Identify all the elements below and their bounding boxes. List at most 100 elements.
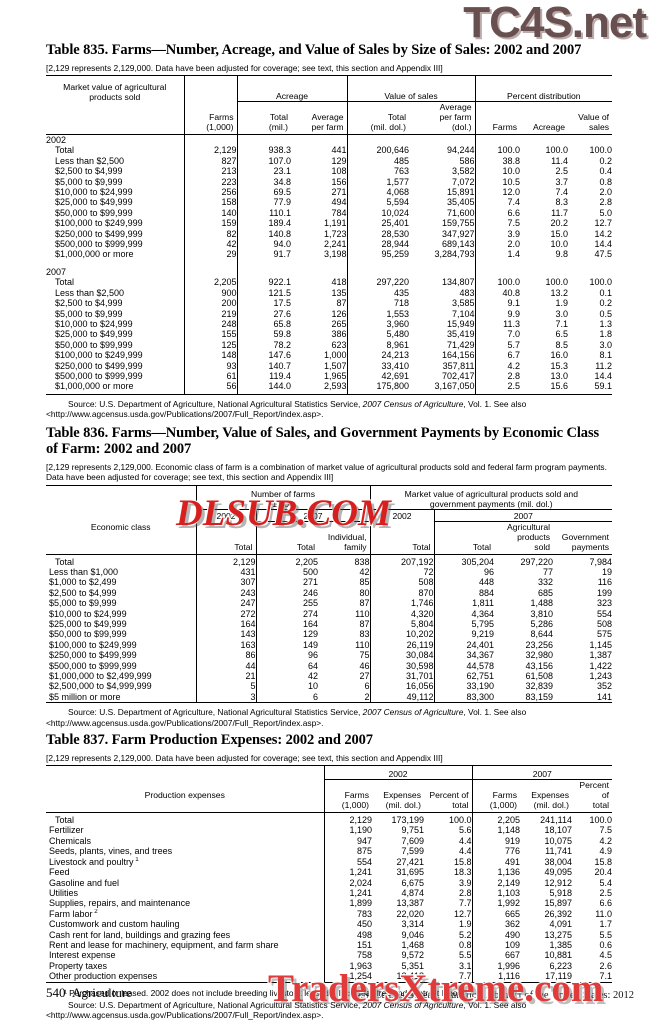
table-cell: 11.0 xyxy=(595,908,613,919)
table-cell: 8,644 xyxy=(530,629,554,640)
table-row: Supplies, repairs, and maintenance 1,899… xyxy=(46,898,612,909)
row-label: $250,000 to $499,999 xyxy=(55,228,143,239)
table-cell: 5.4 xyxy=(599,877,613,888)
table-cell: 5,804 xyxy=(369,619,435,630)
table-cell: 85 xyxy=(359,577,370,588)
table-cell: 46 xyxy=(359,660,370,671)
row-label: $1,000,000 or more xyxy=(55,249,134,260)
table-cell: 125 xyxy=(183,339,237,351)
table-cell: 15.0 xyxy=(550,228,569,239)
table-cell: 297,220 xyxy=(346,277,410,288)
table-cell: 96 xyxy=(255,650,318,661)
table-cell: 175,800 xyxy=(346,381,410,395)
table-cell: 64 xyxy=(255,660,318,672)
table-cell: 3.9 xyxy=(474,228,521,240)
table-cell: 2,129 xyxy=(183,145,237,156)
table-cell: 4,068 xyxy=(346,187,410,198)
row-label: $1,000,000 to $2,499,999 xyxy=(49,671,152,682)
table-cell: 61 xyxy=(183,370,237,382)
table-cell: 776 xyxy=(471,846,521,857)
row-label: Farm labor xyxy=(49,908,93,919)
table-cell: 243 xyxy=(195,587,256,599)
table-row: $100,000 to $249,999 159 189.4 1,191 25,401… xyxy=(46,218,612,229)
th-837-exp-2002: Expenses xyxy=(383,790,421,801)
table-cell: 6.6 xyxy=(474,207,521,219)
table-835-body: 2002 Total 2,129 938.3 441 200,646 94,244 100.… xyxy=(46,134,613,397)
table-cell: 164 xyxy=(195,619,256,630)
row-label: $10,000 to $24,999 xyxy=(55,187,133,198)
table-cell: 32,980 xyxy=(525,650,554,661)
table-cell: 1,103 xyxy=(471,887,521,899)
table-cell: 0.1 xyxy=(599,287,613,298)
table-cell: 667 xyxy=(471,950,521,961)
table-cell: 1.4 xyxy=(474,249,521,260)
th-val-avg-1: Average xyxy=(439,102,472,112)
th-837-farms-2002: Farms xyxy=(344,790,369,801)
table-cell: 5.2 xyxy=(459,929,472,940)
th-836-farms-2002-total: Total xyxy=(234,541,253,552)
table-cell: 83,159 xyxy=(525,691,554,702)
table-837-body: Total 2,129 173,199 100.0 2,205 241,114 100.0… xyxy=(46,812,613,985)
table-cell: 141 xyxy=(597,691,613,702)
table-cell: 1,148 xyxy=(471,825,521,836)
table-row: $250,000 to $499,999 82 140.8 1,723 28,530 3… xyxy=(46,228,612,240)
table-cell: 13.0 xyxy=(550,370,569,381)
th-836-products-3: sold xyxy=(534,541,551,552)
table-cell: 6 xyxy=(364,681,370,692)
table-cell: 7,072 xyxy=(452,176,475,187)
table-cell: 107.0 xyxy=(236,155,291,167)
th-val-total-unit: (mil. dol.) xyxy=(370,122,407,132)
table-cell: 207,192 xyxy=(369,554,435,567)
table-cell: 82 xyxy=(183,228,237,240)
row-label: Less than $1,000 xyxy=(49,566,119,577)
table-cell: 274 xyxy=(255,608,318,619)
table-cell: 108 xyxy=(331,166,347,177)
table-836-value-2002-year: 2002 xyxy=(369,509,435,522)
table-cell: 62,751 xyxy=(433,671,495,682)
table-row: $25,000 to $49,999 155 59.8 386 5,480 35,419… xyxy=(46,329,612,340)
table-cell: 352 xyxy=(597,681,613,692)
table-cell: 10,202 xyxy=(369,629,435,640)
table-cell: 9.8 xyxy=(555,249,569,260)
table-cell: 2,205 xyxy=(255,554,318,567)
table-cell: 3,314 xyxy=(401,919,424,930)
table-cell: 27.6 xyxy=(236,308,291,319)
row-label: Rent and lease for machinery, equipment,… xyxy=(49,939,279,950)
table-cell: 5,594 xyxy=(346,197,410,208)
spacer-cell xyxy=(568,260,612,277)
table-cell: 116 xyxy=(597,577,613,588)
table-835-source: Source: U.S. Department of Agriculture, … xyxy=(46,398,527,420)
table-cell: 11,741 xyxy=(545,846,573,857)
table-cell: 4,320 xyxy=(369,608,435,619)
table-cell: 15.8 xyxy=(453,856,472,867)
table-836-value-2007-year: 2007 xyxy=(433,509,613,522)
spacer-cell xyxy=(236,259,291,278)
table-cell: 95,259 xyxy=(346,249,410,260)
table-cell: 144.0 xyxy=(236,381,291,395)
table-cell: 11.2 xyxy=(595,360,613,371)
th-836-farms-2007-sub-1: Individual, xyxy=(327,531,367,542)
table-cell: 35,419 xyxy=(447,329,475,340)
table-836-group-value: Market value of agricultural products so… xyxy=(404,488,578,499)
table-cell: 0.6 xyxy=(599,939,613,950)
row-label: $500,000 to $999,999 xyxy=(55,370,143,381)
table-row: Feed 1,241 31,695 18.3 1,136 49,095 20.4 xyxy=(46,867,612,878)
table-836-body: Total 2,129 2,205 838 207,192 305,204 297,220… xyxy=(46,554,613,706)
table-cell: 200,646 xyxy=(346,145,410,156)
table-cell: 9,219 xyxy=(433,629,495,640)
table-bottom-rule xyxy=(46,981,613,985)
table-cell: 272 xyxy=(195,608,256,619)
th-pct-acreage: Acreage xyxy=(533,122,566,132)
table-cell: 33,190 xyxy=(433,681,495,692)
table-cell: 2.8 xyxy=(459,887,472,898)
table-cell: 26,392 xyxy=(544,908,573,919)
spacer-cell xyxy=(568,135,612,146)
table-cell: 28,530 xyxy=(346,228,410,240)
row-label: $2,500 to $4,999 xyxy=(49,587,117,598)
th-836-value-2002-total: Total xyxy=(412,541,431,552)
table-cell: 7.0 xyxy=(474,329,521,340)
table-cell: 8.1 xyxy=(599,350,613,361)
table-cell: 24,401 xyxy=(433,639,495,651)
table-cell: 75 xyxy=(359,650,370,661)
row-label: $25,000 to $49,999 xyxy=(55,329,133,340)
